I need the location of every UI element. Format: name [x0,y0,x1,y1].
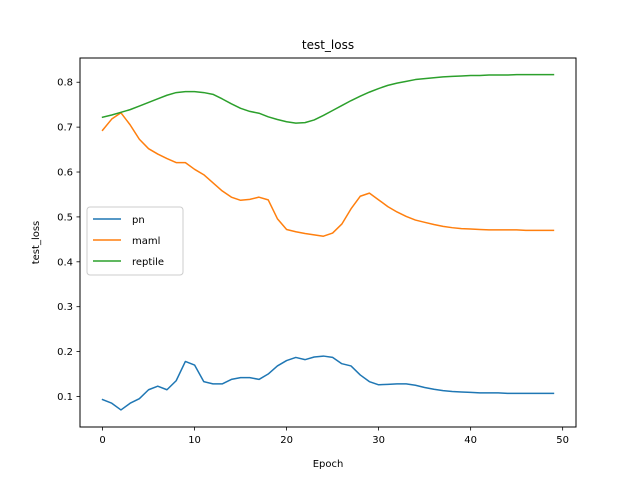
y-tick-label: 0.4 [57,257,73,268]
series-line-maml [101,112,555,237]
x-tick-label: 30 [372,435,385,446]
x-tick-label: 40 [464,435,477,446]
y-tick-label: 0.7 [57,123,73,134]
legend-label-reptile: reptile [132,257,164,268]
legend-label-maml: maml [132,236,160,247]
y-tick-label: 0.1 [57,392,73,403]
y-tick-label: 0.2 [57,347,73,358]
series-lines [101,73,555,411]
legend-entries: pn maml reptile [93,215,164,268]
y-tick-label: 0.8 [57,78,73,89]
series-line-pn [101,355,555,411]
y-tick-label: 0.3 [57,302,73,313]
x-tick-label: 10 [188,435,201,446]
y-tick-label: 0.6 [57,168,73,179]
legend-box [86,206,184,276]
x-tick-label: 0 [99,435,105,446]
y-axis-ticks: 0.1 0.2 0.3 0.4 0.5 0.6 0.7 0.8 [57,78,80,403]
series-line-reptile [101,73,555,124]
x-axis-label: Epoch [313,459,344,470]
legend-label-pn: pn [132,215,145,226]
x-axis-ticks: 0 10 20 30 40 50 [99,427,569,446]
x-tick-label: 20 [280,435,293,446]
chart-title: test_loss [302,38,354,52]
y-tick-label: 0.5 [57,212,73,223]
y-axis-label: test_loss [31,221,42,265]
x-tick-label: 50 [556,435,569,446]
legend: pn maml reptile [86,206,184,276]
plot-area-frame [79,57,577,428]
